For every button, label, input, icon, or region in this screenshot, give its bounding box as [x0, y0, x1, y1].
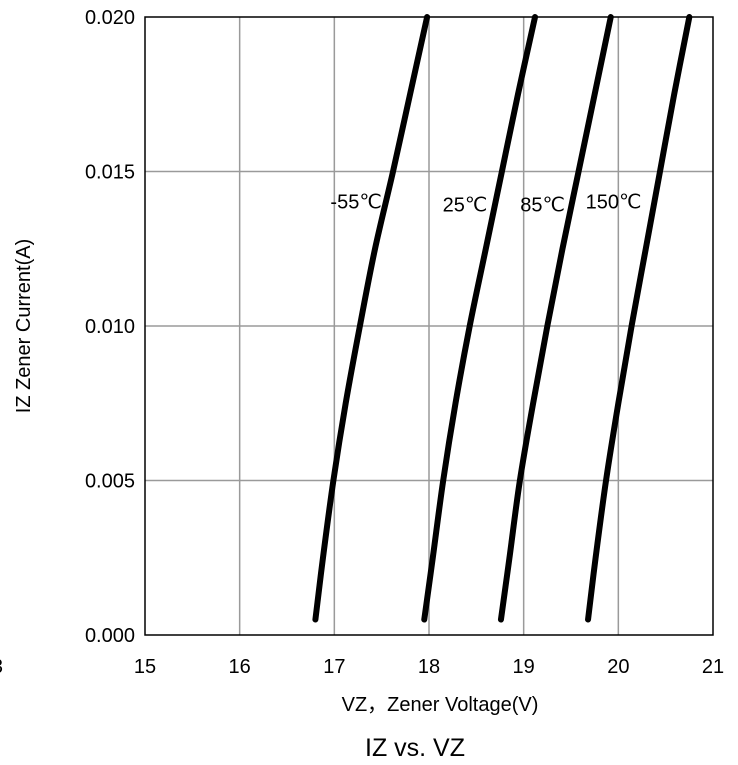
- x-tick-label: 18: [418, 656, 440, 678]
- y-tick-label: 0.010: [85, 316, 135, 338]
- chart-title: IZ vs. VZ: [365, 734, 465, 762]
- x-tick-label: 16: [229, 656, 251, 678]
- series-label: -55℃: [330, 192, 381, 214]
- series-label: 150℃: [586, 192, 642, 214]
- y-tick-label: 0.000: [85, 625, 135, 647]
- series-label-layer: -55℃ 25℃ 85℃ 150℃: [330, 192, 641, 217]
- x-tick-label: 20: [607, 656, 629, 678]
- x-axis-label: VZ，Zener Voltage(V): [342, 694, 539, 716]
- grid-lines: [145, 17, 713, 635]
- x-tick-label: 17: [323, 656, 345, 678]
- series-label: 85℃: [520, 195, 565, 217]
- y-tick-label: 0.020: [85, 7, 135, 29]
- series-line: [312, 14, 431, 623]
- clipped-tick-label: 3: [0, 656, 3, 678]
- y-tick-label: 0.005: [85, 471, 135, 493]
- series-line: [497, 14, 614, 623]
- series-label: 25℃: [443, 195, 488, 217]
- series-line: [421, 14, 539, 623]
- x-tick-label: 21: [702, 656, 724, 678]
- series-layer: [312, 14, 693, 623]
- series-line: [585, 14, 693, 623]
- y-tick-label: 0.015: [85, 162, 135, 184]
- y-axis-label: IZ Zener Current(A): [13, 239, 35, 413]
- y-tick-labels: 0.000 0.005 0.010 0.015 0.020: [85, 7, 135, 647]
- x-tick-labels: 15 16 17 18 19 20 21: [134, 656, 724, 678]
- x-tick-label: 19: [513, 656, 535, 678]
- x-tick-label: 15: [134, 656, 156, 678]
